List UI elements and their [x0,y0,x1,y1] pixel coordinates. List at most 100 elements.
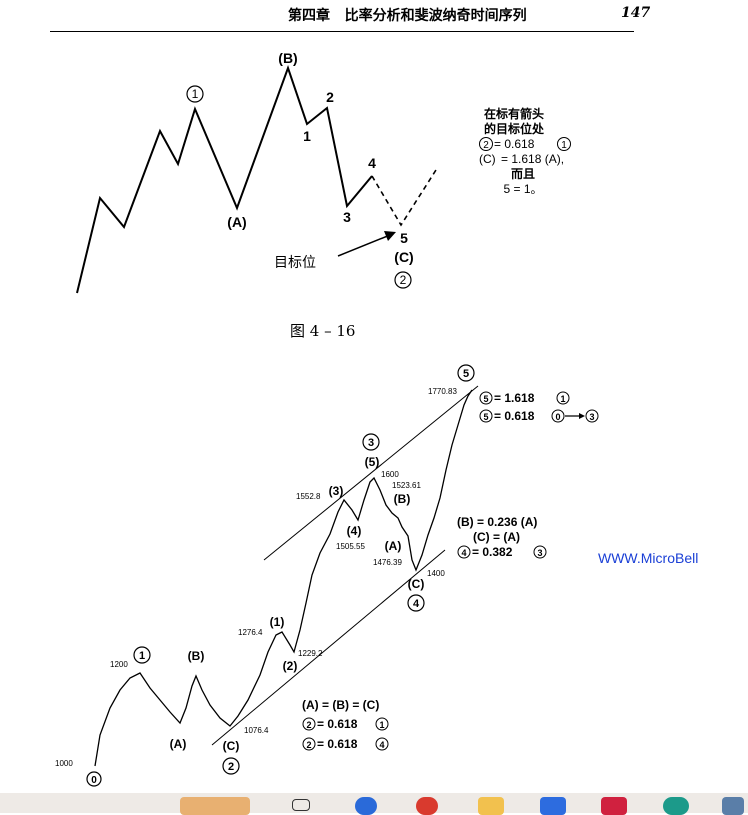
bottom-note-c2b: 2 [306,740,311,750]
price-1076: 1076.4 [244,726,269,735]
chapter-title: 比率分析和斐波纳奇时间序列 [344,8,527,24]
mid-note-1: (B) = 0.236 (A) [457,515,537,529]
note-line-4: = 1.618 (A), [501,152,564,166]
page-header: 第四章 比率分析和斐波纳奇时间序列 147 [288,5,650,25]
target-label: 目标位 [274,254,316,270]
top-note-c5a: 5 [483,394,488,404]
target-arrow [337,234,391,257]
projected-wave-path [371,169,437,227]
price-series [94,389,473,767]
wave-b-label: (B) [278,50,297,66]
top-note-circle-0 [551,409,565,423]
w4-circle [407,594,425,612]
mid-note-2: (C) = (A) [473,530,520,544]
top-note-circle-5a [479,391,493,405]
sub-wave-4-label: 4 [368,155,376,171]
wave-3-fig2-label: 3 [368,437,374,449]
wave-0-label: 0 [91,775,97,786]
price-1276: 1276.4 [238,628,263,637]
price-1770: 1770.83 [428,387,457,396]
price-1523: 1523.61 [392,481,421,490]
lower-channel-line [211,549,446,746]
note-line-6: 5 = 1。 [503,182,542,196]
wave-1-fig2-label: 1 [139,650,145,662]
taskbar [0,793,748,815]
sub-wave-2-fig2-label: (2) [283,659,298,673]
mid-note-c3: 3 [537,548,542,558]
sub-wave-c-fig2-label: (C) [408,577,425,591]
note-circle-1-text: 1 [561,140,567,151]
app-icon[interactable] [601,797,627,815]
chapter-label: 第四章 [288,8,330,24]
wave-5-fig2-label: 5 [463,368,469,380]
wave-a-fig2-label: (A) [170,737,187,751]
price-1600: 1600 [381,470,399,479]
wave-2-fig2-label: 2 [228,761,234,773]
w2-circle [222,757,240,775]
bottom-note-c1: 1 [379,720,384,730]
price-1229: 1229.2 [298,649,323,658]
w0-circle [86,771,102,787]
note-line-3: = 0.618 [494,137,535,151]
sub-wave-b-fig2-label: (B) [394,492,411,506]
w1-circle [133,646,151,664]
wave-c-fig2-label: (C) [223,739,240,753]
figure-caption: 图 4 – 16 [290,322,356,340]
top-note-arrow-head [579,413,585,419]
sub-wave-5-fig2-label: (5) [365,455,380,469]
sub-wave-4-fig2-label: (4) [347,524,362,538]
top-note-c0: 0 [555,412,560,422]
top-note-circle-1 [556,391,570,405]
top-note-c5b: 5 [483,412,488,422]
sub-wave-a-fig2-label: (A) [385,539,402,553]
note-circle-2-text: 2 [483,140,489,151]
pencil-app-icon[interactable] [180,797,250,815]
wave-1-circle [186,85,204,103]
price-1505: 1505.55 [336,542,365,551]
bottom-note-circle-1 [375,717,389,731]
edge-icon[interactable] [663,797,689,815]
bottom-note-3: = 0.618 [317,737,358,751]
wave-4-fig2-label: 4 [413,598,420,610]
note-circle-1 [557,137,571,151]
sub-wave-3-fig2-label: (3) [329,484,344,498]
mid-note-3: = 0.382 [472,545,513,559]
bottom-note-circle-2b [302,737,316,751]
wave-path [76,64,373,294]
top-note-c1: 1 [560,394,565,404]
mid-note-circle-3 [533,545,547,559]
mid-note-c4: 4 [461,548,466,558]
note-c-label: (C) [479,152,496,166]
top-note-c3: 3 [589,412,594,422]
top-note-2: = 0.618 [494,409,535,423]
arrow-head [384,231,396,241]
bottom-note-1: (A) = (B) = (C) [302,698,379,712]
note-line-1: 在标有箭头 [484,106,544,121]
bottom-note-circle-2a [302,717,316,731]
sub-wave-3-label: 3 [343,209,351,225]
header-rule [50,31,634,32]
note-circle-2 [479,137,493,151]
price-1476: 1476.39 [373,558,402,567]
bottom-note-2: = 0.618 [317,717,358,731]
top-note-1: = 1.618 [494,391,535,405]
page-number: 147 [621,5,651,21]
price-1200: 1200 [110,660,128,669]
mail-icon[interactable] [540,797,566,815]
top-note-circle-5b [479,409,493,423]
mid-note-circle-4 [457,545,471,559]
wave-a-label: (A) [227,214,246,230]
calculator-icon[interactable] [722,797,744,815]
wave-1-label: 1 [192,87,199,101]
watermark-link[interactable]: WWW.MicroBell [598,550,699,566]
bottom-note-circle-4 [375,737,389,751]
folder-icon[interactable] [478,797,504,815]
w5-circle [457,364,475,382]
task-view-icon[interactable] [292,799,310,811]
sub-wave-1-fig2-label: (1) [270,615,285,629]
browser-icon[interactable] [355,797,377,815]
chrome-icon[interactable] [416,797,438,815]
wave-c-label: (C) [394,249,413,265]
bottom-note-c4: 4 [379,740,384,750]
